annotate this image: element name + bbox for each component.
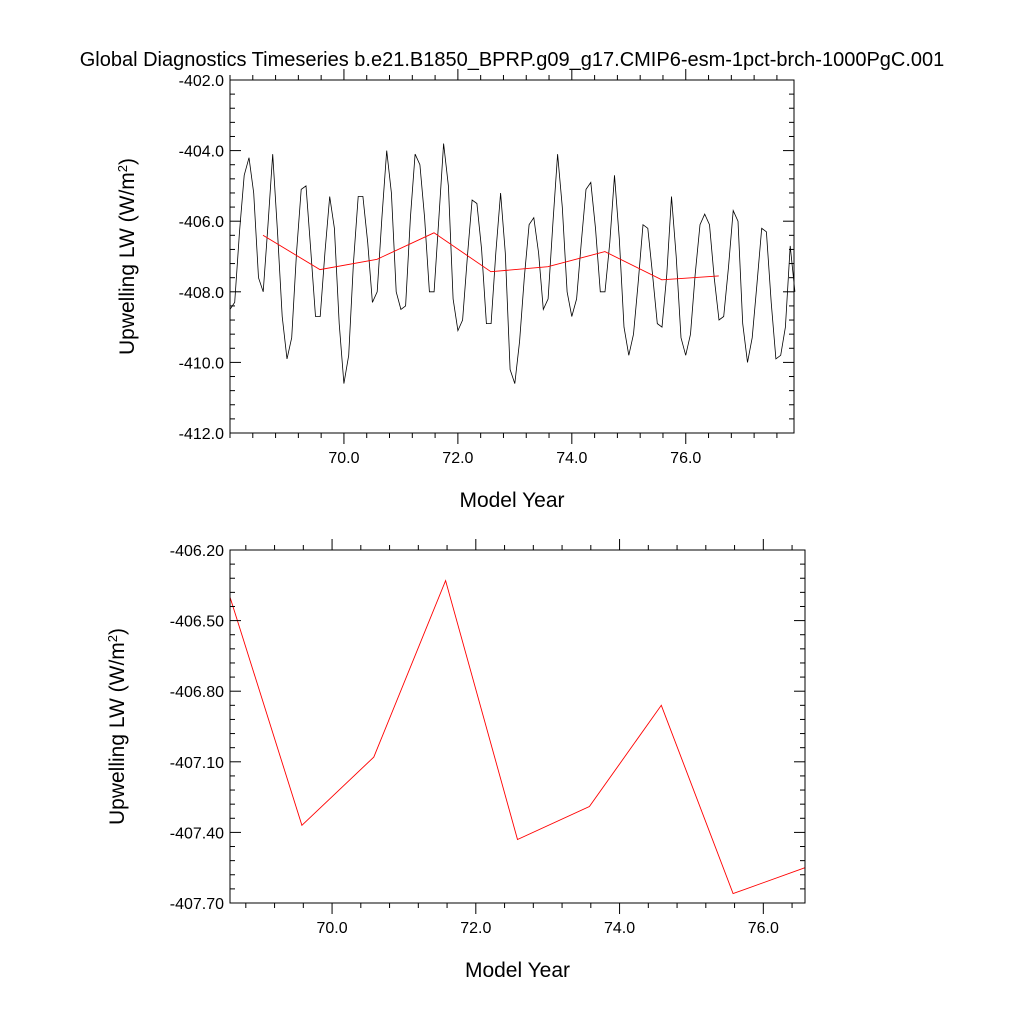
top-y-tick-label: -410.0	[179, 355, 224, 372]
bottom-annual-series-line	[229, 579, 806, 895]
top-y-tick-label: -412.0	[179, 426, 224, 443]
top-axis-ticks	[229, 69, 794, 444]
top-annual-series-line	[262, 232, 719, 281]
top-tick-labels: -412.0 -410.0 -408.0 -406.0 -404.0 -402.0 70.0…	[179, 73, 702, 467]
top-y-tick-label: -408.0	[179, 285, 224, 302]
top-y-axis-label: Upwelling LW (W/m2)	[115, 158, 140, 355]
bottom-y-tick-label: -407.10	[170, 755, 224, 772]
bottom-axis-ticks	[230, 539, 805, 914]
top-x-tick-label: 76.0	[670, 450, 701, 467]
bottom-plot-frame	[229, 549, 806, 904]
top-x-tick-label: 74.0	[556, 450, 587, 467]
bottom-y-axis-label: Upwelling LW (W/m2)	[105, 628, 130, 825]
figure-title: Global Diagnostics Timeseries b.e21.B185…	[80, 49, 945, 71]
bottom-x-tick-label: 76.0	[748, 920, 779, 937]
top-y-tick-label: -402.0	[179, 73, 224, 90]
bottom-x-tick-label: 70.0	[316, 920, 347, 937]
bottom-y-tick-label: -406.20	[170, 543, 224, 560]
bottom-x-tick-label: 72.0	[460, 920, 491, 937]
bottom-x-tick-label: 74.0	[604, 920, 635, 937]
bottom-y-tick-label: -407.70	[170, 896, 224, 913]
top-x-tick-label: 70.0	[328, 450, 359, 467]
bottom-y-tick-label: -407.40	[170, 825, 224, 842]
top-plot-frame	[229, 79, 795, 434]
bottom-plot-marks	[229, 579, 806, 895]
bottom-y-tick-label: -406.50	[170, 614, 224, 631]
bottom-x-axis-label: Model Year	[465, 959, 570, 982]
top-x-tick-label: 72.0	[442, 450, 473, 467]
bottom-panel: -407.70 -407.40 -407.10 -406.80 -406.50 -406.…	[105, 539, 806, 982]
top-monthly-series-line	[229, 143, 796, 384]
top-plot-marks	[229, 143, 796, 384]
top-y-tick-label: -404.0	[179, 144, 224, 161]
top-x-axis-label: Model Year	[459, 489, 564, 512]
bottom-y-tick-label: -406.80	[170, 684, 224, 701]
top-panel: -412.0 -410.0 -408.0 -406.0 -404.0 -402.0 70.0…	[115, 69, 796, 512]
top-y-tick-label: -406.0	[179, 214, 224, 231]
bottom-tick-labels: -407.70 -407.40 -407.10 -406.80 -406.50 -406.…	[170, 543, 779, 937]
